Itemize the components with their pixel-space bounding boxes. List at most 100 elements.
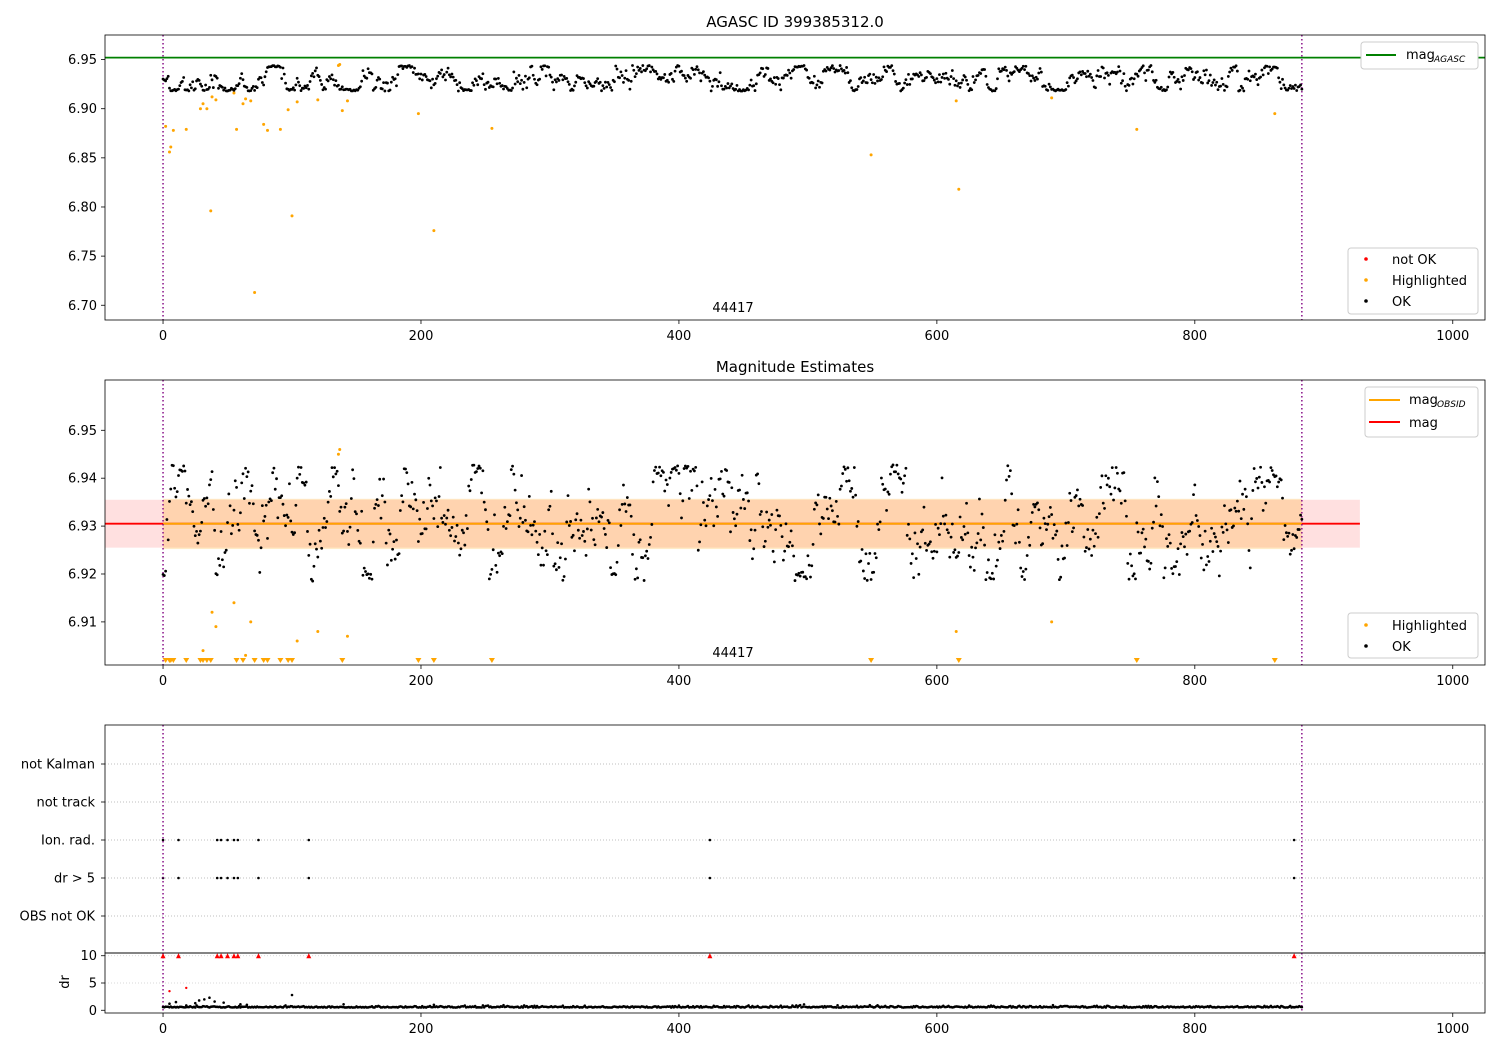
p2-ok-point: [449, 534, 453, 538]
p2-ok-point: [689, 469, 692, 473]
p2-ok-point: [255, 533, 259, 537]
p2-ok-point: [650, 523, 654, 526]
p1-ok-point: [974, 78, 977, 82]
p1-ok-point: [874, 75, 878, 79]
dr-not-ok-point: [168, 989, 171, 993]
flag-point: [1292, 876, 1296, 880]
p2-ok-point: [1281, 496, 1284, 500]
mid-point-legend: Highlighted OK: [1347, 612, 1479, 659]
p2-below-range-marker: [200, 658, 207, 663]
p2-ok-point: [1036, 501, 1039, 505]
p1-ok-point: [475, 79, 478, 83]
p1-ok-point: [594, 79, 598, 83]
p2-ok-point: [846, 466, 850, 470]
p1-ok-point: [1007, 79, 1011, 83]
p2-ok-point: [947, 531, 950, 535]
p1-ok-point: [831, 64, 834, 68]
p1-ok-point: [958, 86, 962, 89]
p2-ok-point: [816, 493, 820, 497]
p2-ok-point: [748, 539, 752, 542]
p2-ok-point: [312, 564, 316, 568]
p2-ok-point: [787, 545, 790, 549]
p2-ok-point: [547, 508, 551, 512]
flag-point: [215, 838, 219, 842]
p1-ok-point: [1154, 78, 1158, 82]
p2-ok-point: [358, 541, 362, 545]
p2-ok-point: [645, 549, 649, 553]
p2-ok-point: [1112, 498, 1115, 502]
p1-ok-point: [904, 78, 908, 82]
p1-ok-point: [1201, 81, 1204, 85]
p2-ok-point: [1045, 528, 1048, 532]
p1-ok-point: [1152, 79, 1155, 82]
p1-ok-point: [820, 81, 824, 85]
p1-ok-point: [1159, 85, 1163, 89]
p2-ok-point: [916, 542, 919, 546]
p1-ok-point: [1153, 80, 1157, 84]
p2-ok-point: [168, 500, 171, 503]
p2-ok-point: [766, 525, 770, 529]
p1-ok-point: [1282, 83, 1286, 87]
p1-ok-point: [685, 79, 689, 83]
p2-ok-point: [845, 479, 848, 483]
p1-ok-point: [455, 83, 459, 87]
p1-ok-point: [450, 72, 454, 76]
p1-ok-point: [259, 76, 263, 80]
p2-ok-point: [325, 520, 329, 523]
p1-ok-point: [538, 77, 542, 81]
p1-ok-point: [944, 71, 948, 75]
p2-ok-point: [267, 500, 271, 504]
p1-ok-point: [843, 71, 847, 75]
p2-ok-point: [188, 503, 192, 507]
p1-ok-point: [649, 70, 652, 74]
p2-ok-point: [245, 475, 249, 478]
p1-highlighted-point: [345, 99, 349, 103]
p2-ok-point: [196, 541, 200, 545]
p2-ok-point: [1114, 466, 1118, 469]
p2-ok-point: [195, 529, 198, 533]
p1-ok-point: [1221, 83, 1225, 86]
p2-ok-point: [775, 508, 779, 512]
p2-ok-point: [1183, 545, 1186, 549]
p2-ok-point: [400, 494, 404, 498]
p2-ok-point: [763, 539, 767, 543]
p2-ok-point: [1104, 474, 1108, 478]
p2-below-range-marker: [251, 658, 258, 663]
p2-ok-point: [411, 507, 415, 511]
p1-ok-point: [814, 86, 818, 90]
p1-ok-point: [936, 80, 940, 84]
p1-ok-point: [418, 77, 422, 81]
p2-ok-point: [625, 496, 629, 499]
p1-ok-point: [482, 83, 486, 87]
p1-ok-point: [997, 67, 1001, 71]
p1-ok-point: [210, 78, 214, 82]
p2-ok-point: [690, 489, 694, 492]
p2-ok-point: [881, 482, 885, 486]
p2-ok-point: [711, 499, 714, 503]
p2-ok-point: [594, 516, 598, 520]
p2-ok-point: [934, 522, 937, 526]
p2-ok-point: [811, 542, 815, 546]
p1-ok-point: [872, 73, 876, 76]
p2-ok-point: [797, 571, 801, 575]
p2-ok-point: [589, 528, 593, 532]
p2-ok-point: [575, 512, 579, 516]
p2-ok-point: [867, 562, 870, 565]
p2-ok-point: [343, 505, 347, 509]
p2-ok-point: [609, 566, 612, 570]
p2-ok-point: [798, 574, 802, 578]
p1-ok-point: [236, 84, 240, 88]
p1-ok-point: [1203, 73, 1207, 77]
p1-ok-point: [1241, 86, 1244, 90]
p2-ok-point: [1092, 544, 1096, 548]
p1-ok-point: [449, 75, 453, 79]
p1-ok-point: [845, 66, 848, 69]
p1-ok-point: [1043, 84, 1047, 88]
p2-ok-point: [1275, 485, 1279, 489]
p1-ok-point: [378, 77, 382, 81]
p1-ok-point: [451, 75, 455, 79]
p1-ok-point: [605, 85, 609, 89]
flag-category-label: not Kalman: [21, 758, 95, 773]
p1-ok-point: [420, 78, 424, 82]
p1-xtick-label: 200: [409, 329, 434, 344]
